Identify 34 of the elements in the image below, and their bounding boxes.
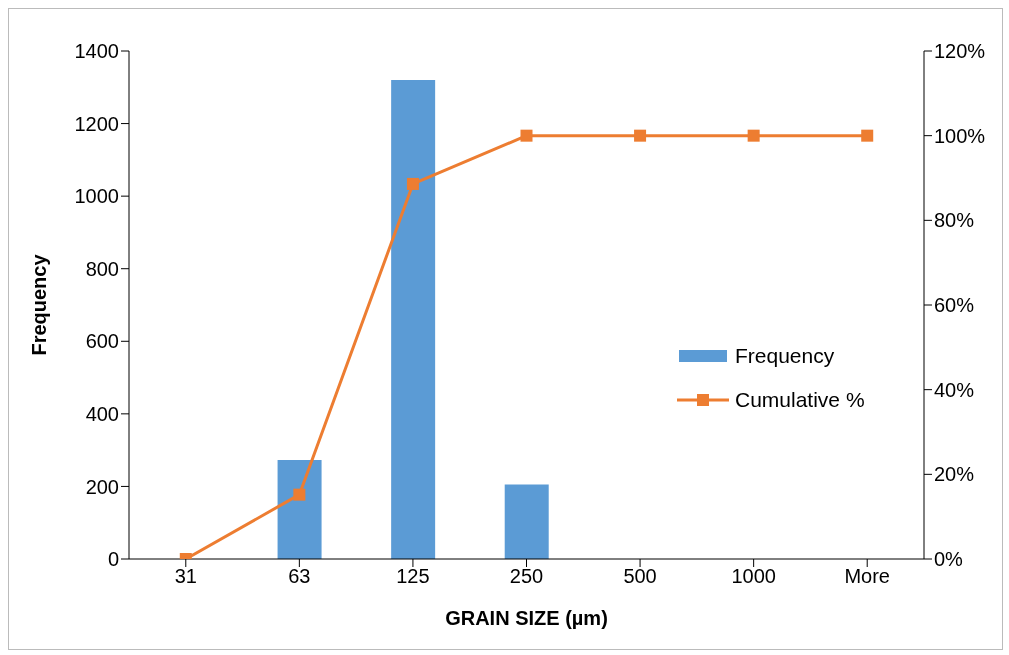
- bar: [504, 484, 549, 559]
- y-tick-label: 1200: [74, 112, 119, 135]
- y-axis-title: Frequency: [28, 253, 51, 356]
- y2-tick-label: 40%: [934, 378, 975, 401]
- y-tick-label: 600: [85, 330, 119, 353]
- y-tick-label: 1000: [74, 185, 119, 208]
- y2-tick-label: 0%: [934, 548, 964, 571]
- y2-tick-label: 60%: [934, 294, 975, 317]
- x-tick-label: 1000: [731, 565, 776, 588]
- point: [520, 129, 533, 142]
- y-tick-label: 400: [85, 402, 119, 425]
- point: [406, 177, 419, 190]
- y-tick-label: 0: [107, 548, 119, 571]
- x-tick-label: 125: [396, 565, 430, 588]
- x-tick-label: 63: [288, 565, 311, 588]
- y-tick-label: 200: [85, 475, 119, 498]
- y-tick-label: 800: [85, 257, 119, 280]
- legend-label: Cumulative %: [735, 388, 865, 412]
- x-tick-label: 250: [509, 565, 544, 588]
- x-tick-label: 31: [174, 565, 197, 588]
- x-tick-label: More: [844, 565, 890, 588]
- bar: [277, 459, 322, 559]
- x-axis-title: GRAIN SIZE (µm): [445, 607, 608, 629]
- y-tick-label: 1400: [74, 40, 119, 63]
- y2-tick-label: 80%: [934, 209, 975, 232]
- y2-tick-label: 20%: [934, 463, 975, 486]
- y2-tick-label: 120%: [934, 40, 986, 63]
- point: [634, 129, 647, 142]
- point: [861, 129, 874, 142]
- point: [747, 129, 760, 142]
- legend-label: Frequency: [735, 344, 835, 368]
- y2-tick-label: 100%: [934, 124, 986, 147]
- x-tick-label: 500: [623, 565, 657, 588]
- bar: [391, 80, 436, 559]
